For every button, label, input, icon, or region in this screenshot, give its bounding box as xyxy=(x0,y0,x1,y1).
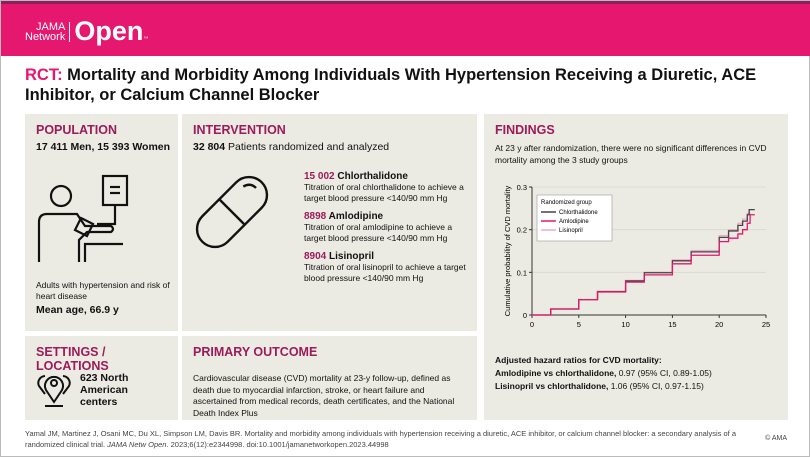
legend-box xyxy=(536,194,613,242)
cvd-mortality-chart: 0 0.1 0.2 0.3 0 5 10 15 20 25 Years Cumulative prob… xyxy=(503,183,770,334)
y-tick-label: 0.1 xyxy=(517,268,527,277)
hr-lisinopril-label: Lisinopril vs chlorthalidone, xyxy=(495,381,609,391)
logo-jama: JAMA xyxy=(36,20,66,33)
population-heading: POPULATION xyxy=(36,123,118,137)
outcome-text: Cardiovascular disease (CVD) mortality a… xyxy=(193,373,455,418)
x-axis-label: Years xyxy=(640,333,659,334)
population-mean-age: Mean age, 66.9 y xyxy=(36,304,119,316)
hr-title: Adjusted hazard ratios for CVD mortality… xyxy=(495,355,662,365)
population-counts: 17 411 Men, 15 393 Women xyxy=(36,141,171,153)
legend-label: Lisinopril xyxy=(559,228,583,234)
logo-tm: ™ xyxy=(143,35,149,42)
series-line-amlodipine xyxy=(532,214,755,316)
logo-network: Network xyxy=(25,30,66,43)
citation-journal: JAMA Netw Open xyxy=(107,440,167,449)
legend-title: Randomized group xyxy=(541,200,592,206)
x-tick-label: 10 xyxy=(621,320,629,329)
hr-amlodipine-value: 0.97 (95% CI, 0.89-1.05) xyxy=(616,368,712,378)
x-tick-label: 20 xyxy=(715,320,723,329)
citation-authors: Yamal JM, Martinez J, Osani MC, Du XL, S… xyxy=(25,429,736,449)
logo-open: Open xyxy=(74,16,144,46)
population-panel: POPULATION 17 411 Men, 15 393 Women Adul… xyxy=(25,114,178,331)
y-tick-label: 0 xyxy=(523,311,527,320)
settings-panel: SETTINGS / LOCATIONS 623 North American … xyxy=(25,336,178,420)
intervention-panel: INTERVENTION 32 804 Patients randomized … xyxy=(182,114,477,331)
hr-lisinopril-value: 1.06 (95% CI, 0.97-1.15) xyxy=(608,381,704,391)
citation-details: . 2023;6(12):e2344998. doi:10.1001/jaman… xyxy=(166,440,389,449)
top-strip xyxy=(1,1,810,4)
arm-n: 8904 xyxy=(304,251,327,262)
y-tick-label: 0.2 xyxy=(517,226,527,235)
legend-label: Amlodipine xyxy=(559,219,589,225)
title-prefix: RCT: xyxy=(25,66,63,84)
settings-text: 623 North American centers xyxy=(80,372,129,408)
arm-lisinopril: 8904 Lisinopril Titration of oral lisino… xyxy=(304,251,469,284)
outcome-panel: PRIMARY OUTCOME Cardiovascular disease (… xyxy=(182,336,477,420)
outcome-heading: PRIMARY OUTCOME xyxy=(193,345,318,359)
title-text: Mortality and Morbidity Among Individual… xyxy=(25,66,757,104)
page-title: RCT: Mortality and Morbidity Among Indiv… xyxy=(25,65,795,105)
x-tick-label: 25 xyxy=(762,320,770,329)
arm-chlorthalidone: 15 002 Chlorthalidone Titration of oral … xyxy=(304,171,469,204)
location-pins-icon xyxy=(37,375,71,407)
intervention-heading: INTERVENTION xyxy=(193,123,286,137)
jama-network-open-logo: JAMA Network Open ™ xyxy=(25,16,148,47)
x-tick-label: 0 xyxy=(530,320,534,329)
hr-amlodipine-label: Amlodipine vs chlorthalidone, xyxy=(495,368,617,378)
arm-name: Amlodipine xyxy=(328,211,384,222)
x-tick-label: 15 xyxy=(668,320,676,329)
intervention-total-n: 32 804 xyxy=(193,141,226,153)
settings-heading: SETTINGS / LOCATIONS xyxy=(36,345,109,373)
intervention-total-label: Patients randomized and analyzed xyxy=(225,141,390,153)
arm-description: Titration of oral lisinopril to achieve … xyxy=(304,262,466,283)
findings-text: At 23 y after randomization, there were … xyxy=(495,143,767,165)
y-tick-label: 0.3 xyxy=(517,183,527,192)
arm-name: Chlorthalidone xyxy=(337,171,408,182)
findings-panel: FINDINGS At 23 y after randomization, th… xyxy=(484,114,788,420)
arm-n: 8898 xyxy=(304,211,327,222)
arm-amlodipine: 8898 Amlodipine Titration of oral amlodi… xyxy=(304,211,469,244)
citation: Yamal JM, Martinez J, Osani MC, Du XL, S… xyxy=(25,428,765,450)
header-banner: JAMA Network Open ™ xyxy=(1,4,810,56)
arm-description: Titration of oral amlodipine to achieve … xyxy=(304,222,453,243)
copyright: © AMA xyxy=(765,435,787,442)
x-tick-label: 5 xyxy=(577,320,581,329)
findings-heading: FINDINGS xyxy=(495,123,555,137)
arm-n: 15 002 xyxy=(304,171,335,182)
arm-name: Lisinopril xyxy=(329,251,375,262)
legend-label: Chlorthalidone xyxy=(559,210,598,216)
patient-blood-pressure-icon xyxy=(37,174,129,262)
arm-description: Titration of oral chlorthalidone to achi… xyxy=(304,182,464,203)
pill-icon xyxy=(195,175,269,249)
population-description: Adults with hypertension and risk of hea… xyxy=(36,280,170,301)
y-axis-label: Cumulative probability of CVD mortality xyxy=(503,186,512,317)
